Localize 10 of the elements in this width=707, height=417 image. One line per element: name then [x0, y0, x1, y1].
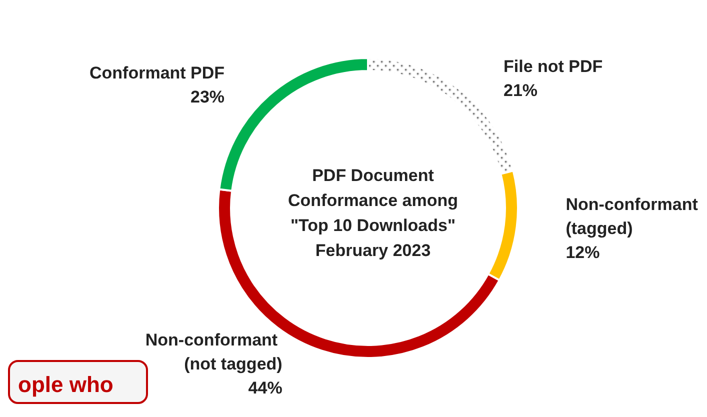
data-label: 12%	[566, 243, 600, 262]
slice-label: Conformant PDF	[90, 63, 225, 82]
slice-label: Non-conformant (not tagged)	[145, 330, 282, 374]
slice-label: File not PDF	[504, 56, 603, 76]
data-label: 21%	[504, 80, 538, 100]
data-label: 44%	[248, 378, 282, 398]
data-label: 23%	[190, 87, 225, 106]
text: ople who	[8, 360, 148, 404]
text: PDF Document Conformance among "Top 10 Downloads" February 2023	[288, 166, 458, 260]
slice-label: Non-conformant (tagged)	[566, 195, 703, 238]
